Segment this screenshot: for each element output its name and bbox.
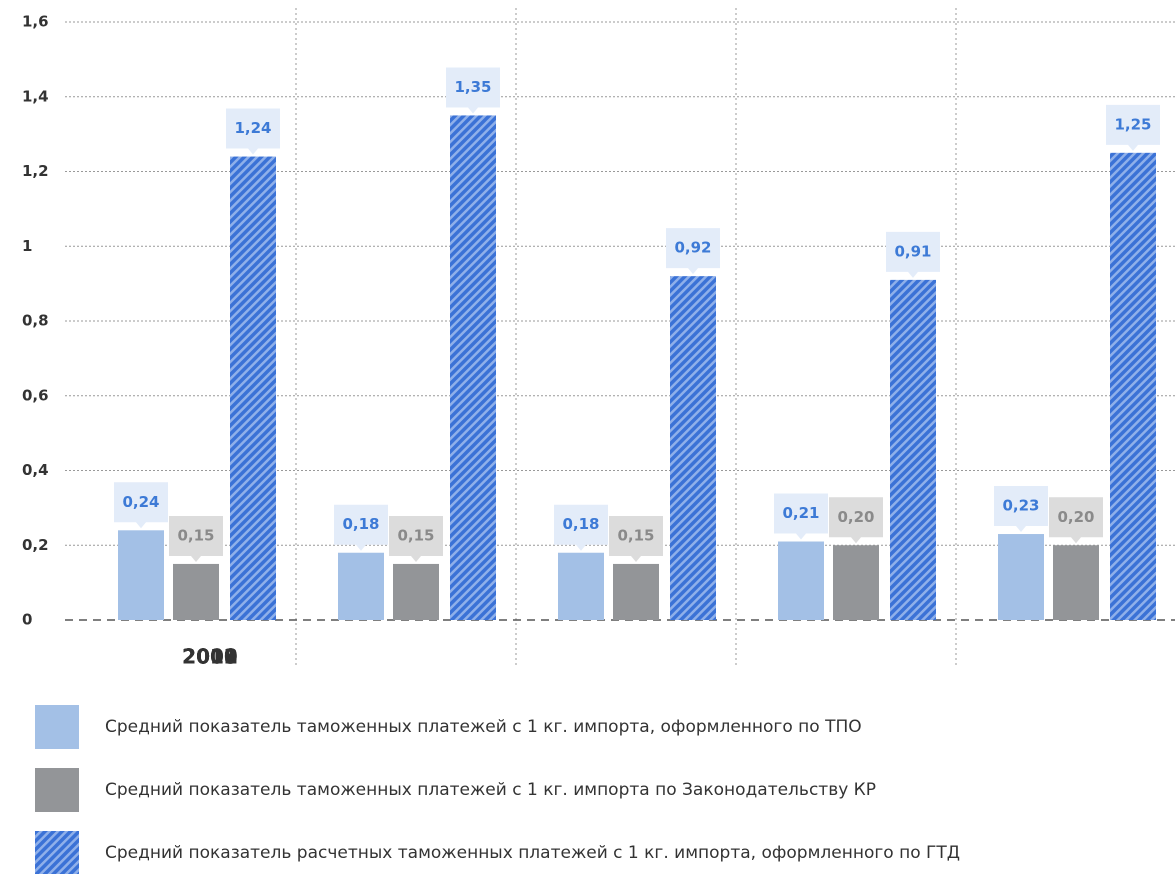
value-label: 0,23 [1002, 497, 1039, 515]
value-label-box [334, 504, 388, 551]
x-tick-label: 2008 [182, 645, 238, 669]
bar [613, 563, 659, 620]
value-label: 0,15 [617, 526, 654, 544]
value-label-box [169, 515, 223, 562]
value-label: 0,20 [837, 508, 874, 526]
y-tick-label: 0,2 [22, 536, 49, 554]
value-label-box [1106, 104, 1160, 151]
value-label-box [554, 504, 608, 551]
value-label: 0,24 [122, 493, 159, 511]
bar [998, 534, 1044, 620]
value-label-box [774, 493, 828, 540]
value-label-box [829, 497, 883, 544]
bar [1110, 152, 1156, 620]
bar [558, 552, 604, 620]
bar [230, 156, 276, 621]
bar [670, 276, 716, 620]
value-label-box [389, 515, 443, 562]
value-label-box [886, 231, 940, 278]
value-label: 1,25 [1114, 115, 1151, 133]
bar [393, 563, 439, 620]
value-label: 1,24 [234, 119, 271, 137]
x-tick-label: 2010 [182, 645, 238, 669]
bar [890, 279, 936, 620]
y-tick-label: 1,6 [22, 13, 49, 31]
bar [833, 545, 879, 620]
bar [1053, 545, 1099, 620]
value-label: 0,18 [562, 515, 599, 533]
legend-swatch [35, 705, 79, 749]
value-label-box [226, 108, 280, 155]
value-label-box [114, 482, 168, 529]
value-label: 1,35 [454, 78, 491, 96]
value-label: 0,20 [1057, 508, 1094, 526]
value-label-box [994, 486, 1048, 533]
y-tick-label: 1,2 [22, 162, 49, 180]
y-tick-label: 1,4 [22, 87, 49, 105]
value-label-box [446, 67, 500, 114]
value-label-box [666, 228, 720, 275]
value-label-box [609, 515, 663, 562]
value-label: 0,91 [894, 242, 931, 260]
bar [118, 530, 164, 620]
legend-swatch [35, 768, 79, 812]
x-tick-label: 2012 [182, 645, 238, 669]
bar [778, 541, 824, 620]
value-label: 0,15 [177, 526, 214, 544]
value-label: 0,18 [342, 515, 379, 533]
value-label: 0,92 [674, 239, 711, 257]
y-tick-label: 0,4 [22, 461, 49, 479]
x-tick-label: 2011 [182, 645, 238, 669]
legend-swatch [35, 831, 79, 874]
y-tick-label: 0,6 [22, 386, 49, 404]
bar [173, 563, 219, 620]
legend-label: Средний показатель расчетных таможенных … [105, 843, 960, 863]
y-tick-label: 0,8 [22, 312, 49, 330]
y-tick-label: 0 [22, 611, 32, 629]
bar [338, 552, 384, 620]
legend-label: Средний показатель таможенных платежей с… [105, 717, 862, 737]
value-label-box [1049, 497, 1103, 544]
y-tick-label: 1 [22, 237, 32, 255]
bar [450, 115, 496, 620]
x-tick-label: 2009 [182, 645, 238, 669]
value-label: 0,15 [397, 526, 434, 544]
legend-label: Средний показатель таможенных платежей с… [105, 780, 876, 800]
value-label: 0,21 [782, 504, 819, 522]
